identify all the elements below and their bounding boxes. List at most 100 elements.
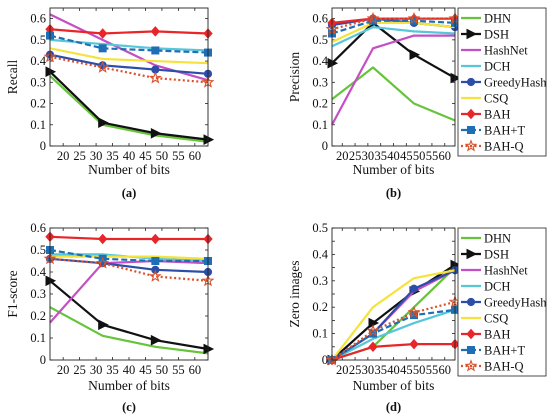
y-tick-label: 0 xyxy=(40,139,46,153)
y-tick-label: 0.5 xyxy=(30,33,46,47)
plot-frame xyxy=(331,7,456,147)
data-point xyxy=(325,353,339,366)
legend-marker xyxy=(466,297,476,307)
y-tick-label: 0.3 xyxy=(312,274,328,288)
series-bah xyxy=(45,231,213,245)
legend-entry: HashNet xyxy=(461,264,528,278)
legend-marker xyxy=(464,139,478,152)
legend-entry: GreedyHash xyxy=(461,76,547,90)
series-line xyxy=(49,259,209,324)
x-tick-label: 35 xyxy=(106,149,119,163)
x-tick-label: 20 xyxy=(57,149,70,163)
legend-entry: BAH-Q xyxy=(461,359,524,374)
x-tick-label: 30 xyxy=(362,363,375,377)
legend-label: DHN xyxy=(484,12,511,26)
y-tick-label: 0.2 xyxy=(30,309,46,323)
plot-frame xyxy=(49,7,209,147)
x-axis-label: Number of bits xyxy=(353,378,435,393)
x-tick-label: 20 xyxy=(336,363,349,377)
data-point xyxy=(98,117,109,128)
legend-label: DCH xyxy=(484,280,510,294)
series-line xyxy=(49,38,209,52)
data-point xyxy=(45,66,57,78)
y-tick-label: 0.5 xyxy=(312,221,328,235)
series-line xyxy=(49,75,209,143)
legend-entry: BAH xyxy=(461,328,510,342)
legend-entry: BAH-Q xyxy=(461,139,524,154)
y-tick-label: 0.2 xyxy=(312,97,328,111)
y-axis-label: Recall xyxy=(5,60,20,95)
series-line xyxy=(49,34,209,54)
x-tick-label: 35 xyxy=(106,363,119,377)
data-point xyxy=(98,44,107,53)
x-tick-label: 25 xyxy=(349,363,362,377)
legend-entry: BAH+T xyxy=(461,124,525,138)
y-tick-label: 0.5 xyxy=(312,33,328,47)
data-point xyxy=(97,28,108,39)
series-dsh xyxy=(45,275,215,355)
y-tick-label: 0.4 xyxy=(30,54,46,68)
series-dhn xyxy=(49,306,209,355)
legend-label: CSQ xyxy=(484,92,508,106)
legend-1: DHN DSH HashNet DCH GreedyHash CSQ BAH BAH+T BAH… xyxy=(457,7,547,157)
x-tick-label: 30 xyxy=(90,363,103,377)
legend-marker xyxy=(466,248,478,260)
series-csq xyxy=(49,47,209,65)
y-tick-label: 0.6 xyxy=(312,12,328,26)
data-point xyxy=(203,134,215,145)
y-tick-label: 0.2 xyxy=(312,300,328,314)
y-tick-label: 0.3 xyxy=(30,75,46,89)
x-tick-label: 60 xyxy=(189,363,202,377)
x-tick-label: 60 xyxy=(439,149,452,163)
data-point xyxy=(368,341,378,353)
series-line xyxy=(49,257,209,274)
series-csq xyxy=(331,269,456,361)
legend-label: DHN xyxy=(484,232,511,246)
x-tick-label: 55 xyxy=(426,363,439,377)
legend-marker xyxy=(464,359,478,372)
x-axis-label: Number of bits xyxy=(88,162,170,177)
y-tick-label: 0.5 xyxy=(30,243,46,257)
x-tick-label: 45 xyxy=(139,363,152,377)
series-csq xyxy=(331,21,456,43)
legend-label: DSH xyxy=(484,248,509,262)
x-tick-label: 45 xyxy=(139,149,152,163)
x-tick-label: 20 xyxy=(336,149,349,163)
legend-label: GreedyHash xyxy=(484,296,547,310)
series-line xyxy=(331,343,455,362)
x-tick-label: 45 xyxy=(400,149,413,163)
x-tick-label: 35 xyxy=(374,149,387,163)
x-tick-label: 60 xyxy=(189,149,202,163)
series-bah xyxy=(45,23,213,39)
legend-label: BAH+T xyxy=(484,344,525,358)
y-tick-label: 0.6 xyxy=(30,221,46,235)
legend-entry: BAH xyxy=(461,108,510,122)
legend-label: BAH+T xyxy=(484,124,525,138)
data-point xyxy=(151,46,160,55)
y-tick-label: 0 xyxy=(322,353,328,367)
x-axis-label: Number of bits xyxy=(88,378,170,393)
x-tick-label: 40 xyxy=(387,363,400,377)
series-line xyxy=(49,235,208,241)
data-point xyxy=(96,256,110,269)
series-line xyxy=(331,21,456,43)
x-axis-label: Number of bits xyxy=(353,162,435,177)
y-tick-label: 0.1 xyxy=(312,118,328,132)
series-line xyxy=(331,34,455,126)
x-tick-label: 30 xyxy=(362,149,375,163)
data-point xyxy=(148,71,162,84)
x-tick-label: 50 xyxy=(413,149,426,163)
y-axis-label: F1-score xyxy=(5,270,20,317)
x-tick-label: 50 xyxy=(156,149,169,163)
series-line xyxy=(331,269,456,361)
legend-entry: GreedyHash xyxy=(461,296,547,310)
panel-c: 0 0.1 0.2 0.3 0.4 0.5 0.6 20 25 30 35 40 45 50 55 60 Num… xyxy=(5,221,215,414)
y-axis-label: Zero images xyxy=(287,260,302,327)
x-tick-label: 40 xyxy=(123,149,136,163)
panel-label: (b) xyxy=(386,186,401,200)
panel-label: (d) xyxy=(386,400,401,414)
series-line xyxy=(49,279,209,351)
legend-entry: DHN xyxy=(461,12,511,26)
series-bah-q xyxy=(43,50,215,88)
x-tick-label: 25 xyxy=(73,363,86,377)
